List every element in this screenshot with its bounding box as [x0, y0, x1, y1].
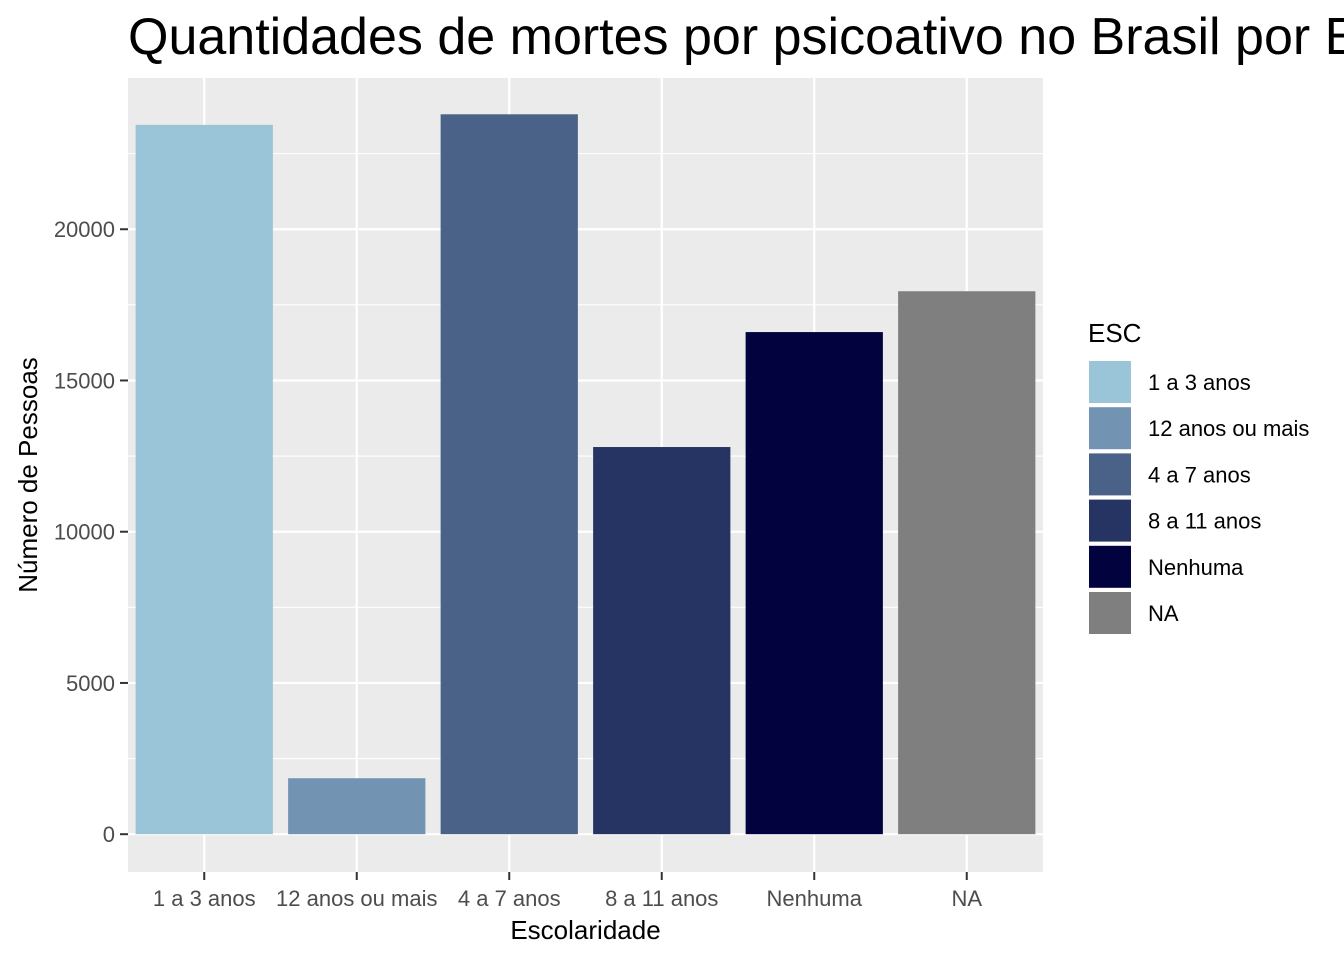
y-tick-label: 10000: [54, 520, 115, 545]
legend-label: 4 a 7 anos: [1148, 462, 1251, 487]
x-tick-label: 12 anos ou mais: [276, 886, 437, 911]
legend-key-4: [1087, 543, 1133, 590]
legend-key-1: [1087, 405, 1133, 452]
legend-title: ESC: [1088, 318, 1141, 348]
bar-5: [898, 291, 1036, 835]
chart-title: Quantidades de mortes por psicoativo no …: [128, 8, 1344, 66]
x-tick-label: 1 a 3 anos: [153, 886, 256, 911]
bar-4: [745, 332, 883, 835]
legend-label: 12 anos ou mais: [1148, 416, 1309, 441]
y-tick-label: 0: [103, 822, 115, 847]
legend-key-0: [1087, 359, 1133, 405]
x-tick-label: NA: [951, 886, 982, 911]
y-tick-label: 15000: [54, 368, 115, 393]
legend-key-3: [1087, 497, 1133, 544]
bar-0: [135, 124, 273, 835]
plot-panel: [128, 78, 1043, 872]
x-tick-label: 4 a 7 anos: [458, 886, 561, 911]
legend-key-2: [1087, 451, 1133, 498]
bars: [135, 114, 1036, 835]
y-axis: 0 5000 10000 15000 20000: [54, 217, 128, 847]
x-tick-label: 8 a 11 anos: [605, 886, 718, 911]
y-tick-label: 20000: [54, 217, 115, 242]
bar-2: [440, 114, 578, 835]
legend-label: 1 a 3 anos: [1148, 370, 1251, 395]
legend-key-5: [1087, 590, 1133, 636]
bar-3: [593, 447, 731, 835]
legend-items: 1 a 3 anos 12 anos ou mais 4 a 7 anos 8 a 1…: [1087, 359, 1309, 636]
y-tick-label: 5000: [66, 671, 115, 696]
x-tick-label: Nenhuma: [767, 886, 863, 911]
x-axis-title: Escolaridade: [510, 915, 660, 945]
legend: ESC 1 a 3 anos 12 anos ou mais 4 a 7 anos 8…: [1087, 318, 1309, 636]
y-axis-title: Número de Pessoas: [13, 357, 43, 593]
bar-1: [288, 778, 426, 835]
grid-minor: [128, 153, 1043, 760]
legend-label: 8 a 11 anos: [1148, 509, 1261, 534]
x-axis: 1 a 3 anos 12 anos ou mais 4 a 7 anos 8 a 1…: [153, 872, 982, 911]
legend-label: NA: [1148, 601, 1179, 626]
legend-label: Nenhuma: [1148, 555, 1244, 580]
